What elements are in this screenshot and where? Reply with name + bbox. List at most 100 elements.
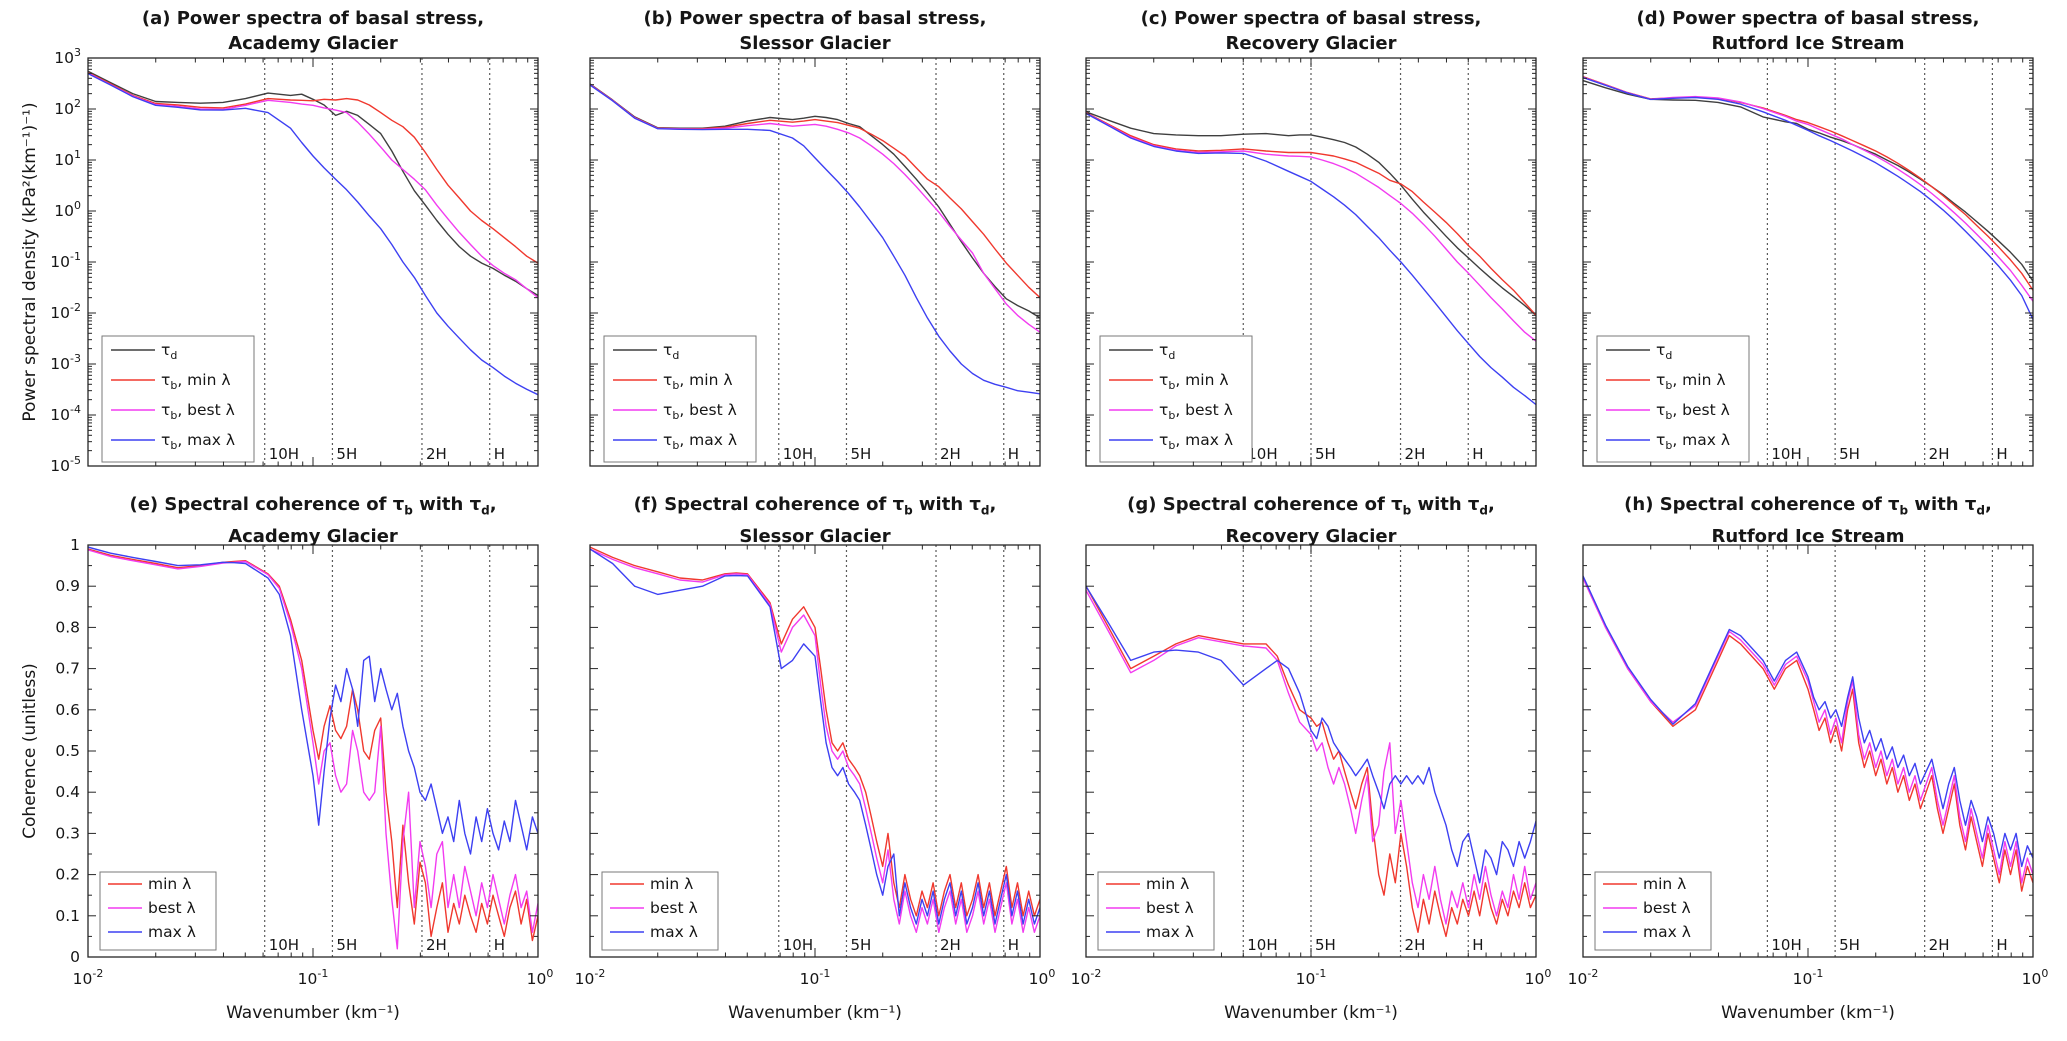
- panel-a-title-line1: (a) Power spectra of basal stress,: [141, 8, 485, 29]
- vline-label-5H: 5H: [336, 445, 357, 463]
- panel-b-title-line1: (b) Power spectra of basal stress,: [643, 8, 987, 29]
- series-best_lambda: [1086, 589, 1536, 925]
- series-tau_b_min_lambda: [88, 71, 538, 264]
- panel-d-title-line2: Rutford Ice Stream: [1711, 33, 1905, 54]
- panel-e-title-line1: (e) Spectral coherence of τb with τd,: [129, 494, 497, 518]
- panel-f-title: (f) Spectral coherence of τb with τd, Sl…: [590, 492, 1040, 549]
- vline-label-10H: 10H: [783, 936, 813, 954]
- panel-c: 10H 5H 2H Hτd τb, min λ τb, best λ τb, max λ: [1085, 57, 1537, 467]
- vline-label-H: H: [1008, 936, 1019, 954]
- y-tick-label-0.4: 0.4: [55, 783, 80, 801]
- panel-a-axes: 103 102 101 100 10-1 10-2 10-3 10-4 10-5: [50, 46, 539, 475]
- series-min_lambda: [590, 546, 1040, 917]
- panel-f-legend: min λ best λ max λ: [601, 871, 719, 951]
- legend-box: [1596, 335, 1750, 463]
- series-tau_b_best_lambda: [1086, 112, 1536, 342]
- vline-label-5H: 5H: [1839, 936, 1860, 954]
- vline-label-2H: 2H: [426, 445, 447, 463]
- y-tick-label-0.7: 0.7: [55, 660, 80, 678]
- legend-label: min λ: [1643, 875, 1686, 893]
- panel-d-reference-lines: 10H 5H 2H H: [1766, 58, 2008, 466]
- series-tau_d: [1583, 79, 2033, 282]
- legend-label: τb, best λ: [1656, 401, 1730, 422]
- x-tick-label-10e0: 100: [2022, 967, 2049, 988]
- y-tick-label-10e0: 100: [54, 199, 81, 220]
- x-tick-label-10e-1: 10-1: [800, 967, 831, 988]
- legend-label: min λ: [650, 875, 693, 893]
- y-tick-label-10e1: 101: [54, 148, 81, 169]
- panel-e-legend: min λ best λ max λ: [99, 871, 217, 951]
- panel-h-reference-lines: 10H 5H 2H H: [1766, 545, 2008, 957]
- panel-a-series: [88, 70, 538, 396]
- legend-label: best λ: [1146, 899, 1194, 917]
- x-axis-label-f: Wavenumber (km⁻¹): [728, 1003, 902, 1023]
- legend-label: τb, max λ: [1159, 431, 1233, 452]
- vline-label-2H: 2H: [426, 936, 447, 954]
- legend-label: τb, max λ: [1656, 431, 1730, 452]
- vline-label-5H: 5H: [850, 936, 871, 954]
- vline-label-5H: 5H: [1839, 445, 1860, 463]
- x-axis-label-h: Wavenumber (km⁻¹): [1721, 1003, 1895, 1023]
- legend-label: τb, min λ: [663, 371, 733, 392]
- vline-label-H: H: [1008, 445, 1019, 463]
- legend-label: max λ: [1643, 923, 1691, 941]
- y-tick-label-0.5: 0.5: [55, 742, 80, 760]
- psd-y-axis-label: Power spectral density (kPa²(km⁻¹)⁻¹): [20, 102, 40, 422]
- legend-label: τd: [161, 341, 177, 362]
- legend-label: τb, min λ: [161, 371, 231, 392]
- series-max_lambda: [1583, 575, 2033, 868]
- panel-h-title-line2: Rutford Ice Stream: [1711, 525, 1905, 547]
- vline-label-10H: 10H: [1247, 445, 1277, 463]
- legend-label: min λ: [148, 875, 191, 893]
- vline-label-2H: 2H: [940, 936, 961, 954]
- panel-b: 10H 5H 2H Hτd τb, min λ τb, best λ τb, max λ: [589, 57, 1041, 467]
- vline-label-2H: 2H: [1405, 936, 1426, 954]
- x-tick-label-10e0: 100: [1029, 967, 1056, 988]
- panel-e-reference-lines: 10H 5H 2H H: [264, 545, 505, 957]
- panel-b-title: (b) Power spectra of basal stress, Sless…: [590, 6, 1040, 56]
- panel-g-axes: 10-2 10-1 100: [1071, 544, 1551, 988]
- panel-d: 10H 5H 2H Hτd τb, min λ τb, best λ τb, max λ: [1582, 57, 2034, 467]
- vline-label-H: H: [494, 445, 505, 463]
- vline-label-2H: 2H: [1405, 445, 1426, 463]
- legend-box: [601, 871, 719, 951]
- y-tick-label-0.6: 0.6: [55, 701, 80, 719]
- vline-label-5H: 5H: [1315, 936, 1336, 954]
- legend-box: [603, 335, 757, 463]
- panel-h-axes: 10-2 10-1 100: [1568, 544, 2049, 988]
- legend-box: [1099, 335, 1253, 463]
- legend-label: τb, best λ: [663, 401, 737, 422]
- legend-label: best λ: [1643, 899, 1691, 917]
- x-tick-label-10e-1: 10-1: [298, 967, 329, 988]
- legend-label: best λ: [148, 899, 196, 917]
- series-best_lambda: [1583, 577, 2033, 884]
- x-tick-label-10e-2: 10-2: [1568, 967, 1599, 988]
- panel-e-title: (e) Spectral coherence of τb with τd, Ac…: [88, 492, 538, 549]
- y-tick-label-10e-1: 10-1: [50, 250, 81, 271]
- panel-a-title-line2: Academy Glacier: [228, 33, 398, 54]
- panel-e-axes: 10-2 10-1 100 0 0.1 0.2 0.3 0.4 0.5 0.6 0.7 0.8 0.9 1: [55, 536, 553, 988]
- legend-label: τb, best λ: [1159, 401, 1233, 422]
- vline-label-10H: 10H: [1771, 445, 1801, 463]
- legend-label: τd: [1656, 341, 1672, 362]
- panel-d-title-line1: (d) Power spectra of basal stress,: [1636, 8, 1980, 29]
- legend-label: min λ: [1146, 875, 1189, 893]
- legend-label: τb, min λ: [1656, 371, 1726, 392]
- vline-label-5H: 5H: [336, 936, 357, 954]
- y-tick-label-0: 0: [70, 948, 80, 966]
- vline-label-H: H: [1472, 445, 1483, 463]
- series-tau_b_max_lambda: [590, 84, 1040, 395]
- panel-g-reference-lines: 10H 5H 2H H: [1242, 545, 1484, 957]
- x-tick-label-10e0: 100: [527, 967, 554, 988]
- vline-label-10H: 10H: [269, 936, 299, 954]
- panel-c-axes: [1085, 57, 1537, 467]
- panel-h-legend: min λ best λ max λ: [1594, 871, 1712, 951]
- series-best_lambda: [88, 549, 538, 950]
- legend-label: τd: [1159, 341, 1175, 362]
- panel-d-series: [1583, 76, 2033, 320]
- vline-label-10H: 10H: [1771, 936, 1801, 954]
- legend-label: max λ: [650, 923, 698, 941]
